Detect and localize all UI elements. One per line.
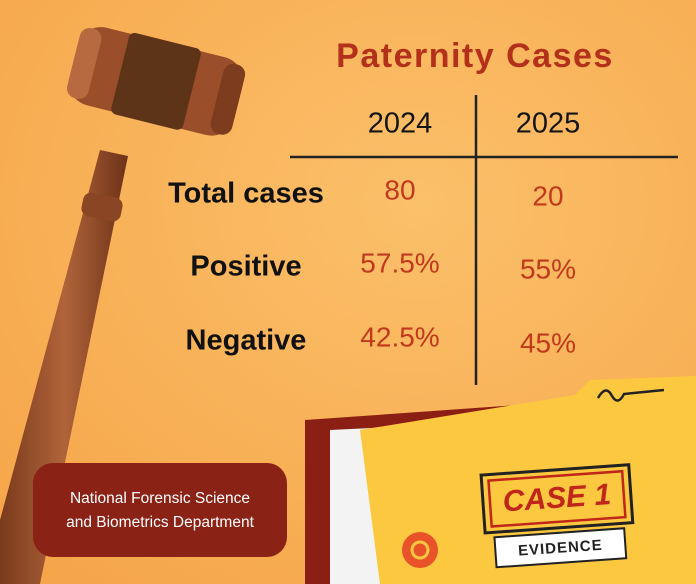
title: Paternity Cases [336, 37, 614, 75]
cell-value: 55% [520, 253, 576, 284]
cell-value: 42.5% [360, 321, 439, 352]
column-header: 2024 [368, 108, 433, 140]
row-label: Positive [190, 251, 301, 283]
row-label: Negative [186, 325, 307, 357]
row-label: Total cases [168, 178, 324, 210]
evidence-label: EVIDENCE [518, 537, 604, 560]
case-label: CASE 1 [502, 478, 612, 518]
department-line: and Biometrics Department [66, 514, 254, 531]
folder: CASE 1 EVIDENCE [305, 376, 696, 584]
cell-value: 57.5% [360, 247, 439, 278]
cell-value: 80 [384, 174, 415, 205]
cell-value: 20 [532, 180, 563, 211]
cell-value: 45% [520, 327, 576, 358]
department-line: National Forensic Science [70, 490, 250, 507]
department-badge [33, 463, 287, 557]
gavel [0, 27, 246, 584]
column-header: 2025 [516, 108, 581, 140]
